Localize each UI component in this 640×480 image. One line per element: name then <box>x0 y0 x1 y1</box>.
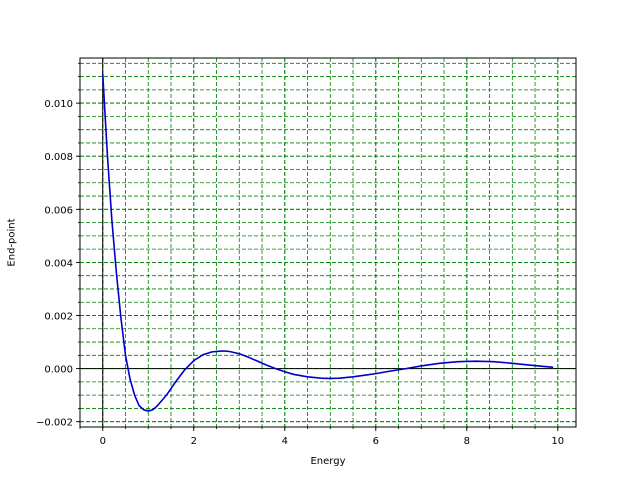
plot-area <box>80 58 576 427</box>
y-axis-label: End-point <box>7 218 18 266</box>
plot-frame <box>79 57 577 428</box>
y-tick-label: 0.006 <box>44 205 73 216</box>
axis-ticks <box>76 62 559 431</box>
y-tick-label: 0.002 <box>44 312 73 323</box>
y-tick-label: −0.002 <box>36 418 73 429</box>
tick-labels: 0 2 4 6 8 10 −0.002 0.000 0.002 0.004 0.006 0.008 0.… <box>36 99 564 447</box>
x-axis-label: Energy <box>310 456 345 467</box>
y-tick-label: 0.004 <box>44 258 73 269</box>
x-tick-label: 2 <box>191 436 197 447</box>
y-tick-label: 0.010 <box>44 99 73 110</box>
series-line <box>101 73 554 412</box>
x-tick-label: 8 <box>464 436 470 447</box>
x-tick-label: 0 <box>100 436 106 447</box>
x-tick-label: 4 <box>282 436 288 447</box>
x-tick-label: 10 <box>551 436 564 447</box>
y-tick-label: 0.000 <box>44 365 73 376</box>
major-grid <box>80 58 576 427</box>
series-layer <box>101 73 554 412</box>
reference-lines <box>80 58 576 427</box>
y-tick-label: 0.008 <box>44 152 73 163</box>
x-tick-label: 6 <box>373 436 379 447</box>
